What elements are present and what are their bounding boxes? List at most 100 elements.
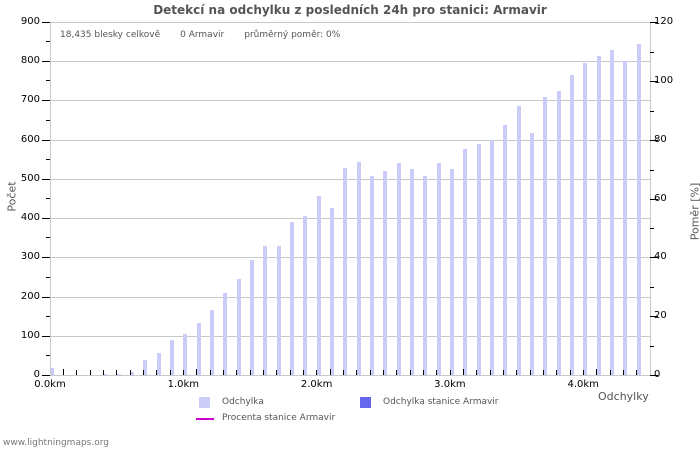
y-right-tick — [650, 81, 658, 82]
x-tick — [490, 370, 491, 375]
stats-total: 18,435 blesky celkově — [60, 30, 161, 40]
bar-odchylka — [397, 163, 401, 375]
x-tick — [263, 370, 264, 375]
y-right-tick-label: 20 — [654, 310, 667, 321]
bar-odchylka — [517, 105, 521, 375]
y-right-tick-label: 0 — [654, 369, 661, 380]
bar-odchylka — [530, 132, 534, 375]
y-right-tick-label: 60 — [654, 193, 667, 204]
bar-odchylka — [490, 139, 494, 375]
y-tick — [42, 375, 50, 376]
y-tick-label: 900 — [20, 16, 40, 27]
bar-odchylka — [477, 144, 481, 375]
y-axis-title-left: Počet — [5, 181, 19, 212]
y-tick — [42, 100, 50, 101]
x-tick — [356, 370, 357, 375]
bar-odchylka — [623, 61, 627, 375]
y-minor-tick — [46, 159, 50, 160]
x-tick — [530, 370, 531, 375]
y-tick-label: 100 — [20, 330, 40, 341]
plot-border-top — [50, 22, 650, 23]
x-tick — [570, 370, 571, 375]
x-tick — [543, 370, 544, 375]
x-tick — [143, 370, 144, 375]
x-tick — [156, 370, 157, 375]
stats-line: 18,435 blesky celkově 0 Armavir průměrný p… — [60, 30, 360, 40]
y-minor-tick — [46, 277, 50, 278]
y-minor-tick — [46, 120, 50, 121]
x-tick — [236, 370, 237, 375]
y-axis-title-right: Poměr [%] — [688, 182, 700, 241]
y-tick — [42, 61, 50, 62]
bar-odchylka — [503, 124, 507, 375]
x-tick — [476, 370, 477, 375]
bar-odchylka — [330, 207, 334, 375]
stats-ratio: průměrný poměr: 0% — [244, 30, 341, 40]
x-tick — [250, 370, 251, 375]
stats-station: 0 Armavir — [180, 30, 225, 40]
bar-odchylka — [50, 367, 54, 375]
y-minor-tick — [46, 41, 50, 42]
bar-odchylka — [343, 167, 347, 375]
chart-title: Detekcí na odchylku z posledních 24h pro… — [153, 3, 547, 17]
bar-odchylka — [383, 170, 387, 375]
y-tick-label: 700 — [20, 94, 40, 105]
x-tick — [410, 370, 411, 375]
x-tick — [383, 370, 384, 375]
gridline — [50, 297, 650, 298]
legend-label-procenta: Procenta stanice Armavir — [222, 413, 336, 423]
gridline — [50, 336, 650, 337]
bar-odchylka — [450, 169, 454, 375]
bar-odchylka — [250, 260, 254, 375]
y-tick — [42, 218, 50, 219]
footer-link[interactable]: www.lightningmaps.org — [3, 438, 109, 448]
gridline — [50, 257, 650, 258]
gridline — [50, 61, 650, 62]
x-tick-label: 3.0km — [434, 379, 466, 390]
x-tick — [103, 370, 104, 375]
x-tick — [636, 370, 637, 375]
bar-odchylka — [290, 222, 294, 375]
bar-odchylka — [610, 50, 614, 375]
bar-odchylka — [130, 371, 134, 375]
gridline — [50, 179, 650, 180]
x-tick — [423, 370, 424, 375]
bar-odchylka — [303, 216, 307, 375]
bar-odchylka — [317, 196, 321, 375]
bar-odchylka — [570, 75, 574, 375]
x-tick — [516, 370, 517, 375]
y-minor-tick — [46, 316, 50, 317]
gridline — [50, 100, 650, 101]
bar-odchylka — [183, 333, 187, 375]
y-tick — [42, 140, 50, 141]
y-right-tick — [650, 22, 658, 23]
y-minor-tick — [46, 237, 50, 238]
x-tick-label: 1.0km — [167, 379, 200, 390]
x-tick — [503, 370, 504, 375]
y-tick-label: 200 — [20, 291, 40, 302]
x-axis-title: Odchylky — [598, 390, 649, 403]
bar-odchylka — [437, 163, 441, 375]
x-tick — [76, 370, 77, 375]
y-right-minor-tick — [650, 346, 654, 347]
y-right-tick — [650, 375, 658, 376]
y-right-tick — [650, 199, 658, 200]
x-tick — [116, 370, 117, 375]
y-tick-label: 400 — [20, 212, 40, 223]
x-tick-label: 0.0km — [34, 379, 66, 390]
bar-odchylka — [157, 352, 161, 375]
legend-swatch-odchylka — [199, 397, 210, 408]
x-tick — [210, 370, 211, 375]
y-right-tick — [650, 316, 658, 317]
y-tick — [42, 22, 50, 23]
bar-odchylka — [223, 292, 227, 375]
bar-odchylka — [637, 44, 641, 375]
x-tick — [170, 370, 171, 375]
y-right-tick-label: 120 — [654, 16, 674, 27]
y-right-minor-tick — [650, 228, 654, 229]
bar-odchylka — [143, 360, 147, 375]
x-tick — [316, 370, 317, 375]
bar-odchylka — [370, 175, 374, 375]
x-axis — [50, 375, 650, 376]
bar-odchylka — [423, 175, 427, 375]
